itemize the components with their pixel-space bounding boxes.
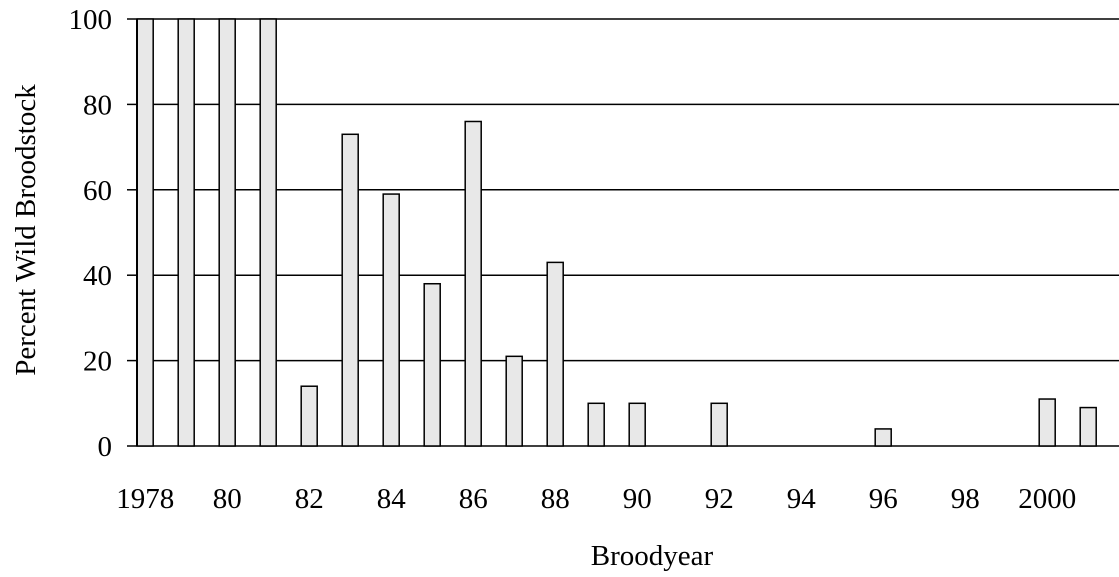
bar-1984 <box>382 193 400 447</box>
x-tick-label-2000: 2000 <box>1018 483 1076 515</box>
bar-1987 <box>505 355 523 447</box>
x-axis-title: Broodyear <box>591 540 714 572</box>
x-tick-label-80: 80 <box>213 483 242 515</box>
bar-1979 <box>177 18 195 447</box>
y-tick-label-20: 20 <box>83 346 112 378</box>
bar-1985 <box>423 282 441 447</box>
axes <box>127 18 138 447</box>
x-tick-label-86: 86 <box>459 483 488 515</box>
y-tick-label-0: 0 <box>98 431 113 463</box>
x-tick-label-82: 82 <box>295 483 324 515</box>
x-tick-label-88: 88 <box>541 483 570 515</box>
bar-1996 <box>874 428 892 447</box>
x-tick-labels: 1978 80 82 84 86 88 90 92 94 96 98 2000 <box>116 483 1076 515</box>
bar-1990 <box>628 402 646 447</box>
bar-1980 <box>218 18 236 447</box>
bar-1981 <box>259 18 277 447</box>
y-tick-labels: 0 20 40 60 80 100 <box>69 4 113 463</box>
y-tick-label-100: 100 <box>69 4 113 36</box>
y-tick-label-40: 40 <box>83 260 112 292</box>
bar-1986 <box>464 120 482 447</box>
x-tick-label-96: 96 <box>869 483 898 515</box>
bar-2000 <box>1038 398 1056 447</box>
x-tick-label-98: 98 <box>951 483 980 515</box>
bar-1978 <box>136 18 154 447</box>
bar-1989 <box>587 402 605 447</box>
x-tick-label-1978: 1978 <box>116 483 174 515</box>
y-tick-label-60: 60 <box>83 175 112 207</box>
x-tick-label-90: 90 <box>623 483 652 515</box>
x-tick-label-84: 84 <box>377 483 407 515</box>
bar-1983 <box>341 133 359 447</box>
x-tick-label-92: 92 <box>705 483 734 515</box>
x-tick-label-94: 94 <box>787 483 817 515</box>
bars <box>136 18 1097 447</box>
y-tick-label-80: 80 <box>83 89 112 121</box>
bar-1988 <box>546 261 564 447</box>
bar-1992 <box>710 402 728 447</box>
y-axis-title: Percent Wild Broodstock <box>10 84 42 376</box>
gridlines <box>137 18 1119 447</box>
bar-1982 <box>300 385 318 447</box>
bar-2001 <box>1079 406 1097 447</box>
